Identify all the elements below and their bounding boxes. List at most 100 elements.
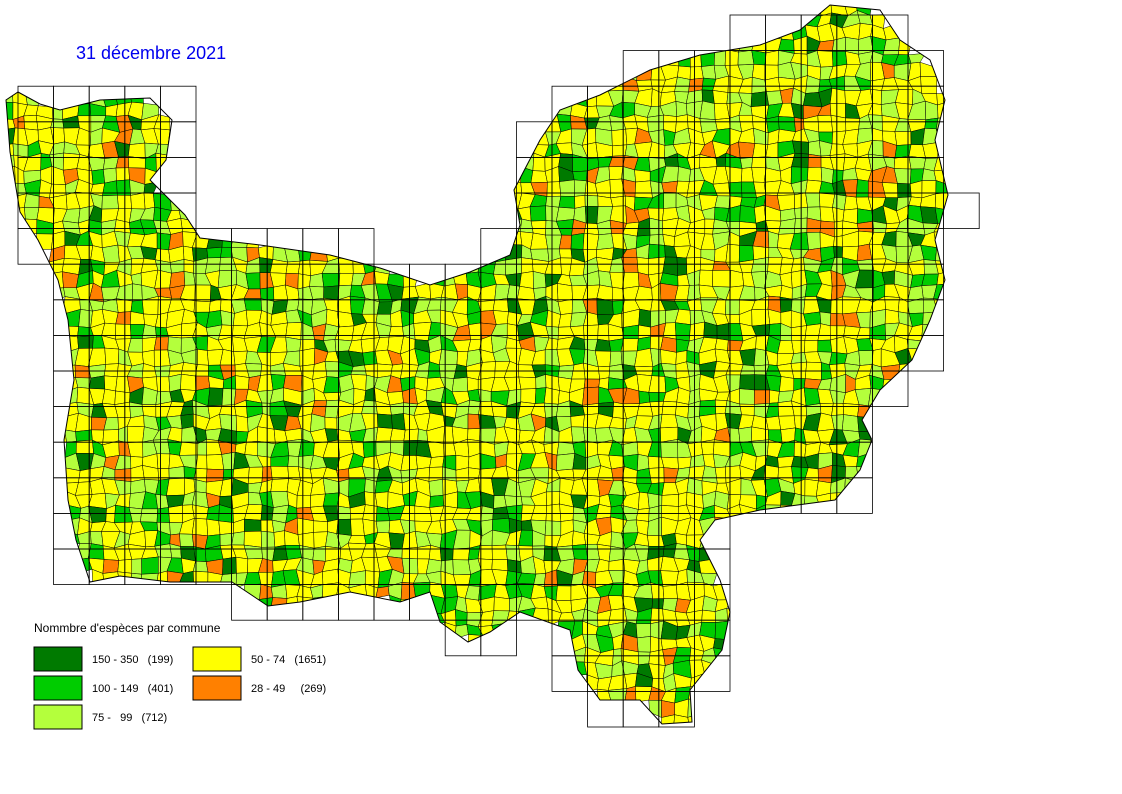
commune — [235, 375, 250, 390]
commune — [919, 61, 938, 77]
commune — [25, 218, 38, 235]
commune — [751, 50, 767, 66]
commune — [104, 347, 120, 365]
commune — [491, 622, 511, 640]
commune — [701, 609, 717, 623]
commune — [637, 651, 651, 666]
commune — [894, 131, 912, 146]
commune — [270, 455, 290, 467]
commune — [724, 49, 739, 66]
commune — [456, 351, 469, 367]
commune — [114, 468, 132, 482]
commune — [768, 231, 779, 248]
commune — [130, 465, 145, 482]
commune — [678, 491, 688, 507]
commune — [556, 283, 573, 303]
commune — [779, 376, 795, 392]
commune — [712, 270, 731, 288]
commune — [870, 439, 887, 458]
commune — [594, 338, 612, 352]
commune — [737, 50, 755, 66]
commune — [843, 195, 858, 211]
commune — [116, 298, 133, 313]
commune — [87, 543, 105, 560]
commune — [820, 166, 834, 184]
commune — [584, 195, 599, 207]
commune — [858, 350, 874, 366]
commune — [558, 195, 576, 209]
commune — [466, 377, 479, 392]
commune — [609, 350, 623, 367]
commune — [751, 167, 767, 183]
commune — [841, 414, 860, 432]
commune — [880, 364, 901, 381]
grid-square — [907, 334, 944, 372]
commune — [842, 403, 860, 417]
commune — [842, 454, 859, 468]
commune — [698, 269, 714, 287]
commune — [805, 192, 821, 208]
commune — [417, 428, 428, 442]
legend-label: 150 - 350 (199) — [92, 654, 173, 666]
commune — [91, 169, 106, 185]
commune — [808, 140, 822, 157]
commune — [609, 271, 625, 289]
commune — [179, 533, 194, 547]
commune — [429, 494, 445, 508]
commune — [219, 572, 237, 589]
commune — [833, 235, 844, 248]
commune — [467, 413, 481, 430]
commune — [764, 50, 779, 66]
commune — [545, 195, 562, 208]
commune — [558, 234, 572, 250]
commune — [156, 570, 169, 588]
commune — [62, 309, 81, 327]
commune — [206, 468, 225, 483]
commune — [543, 402, 559, 419]
commune — [765, 415, 782, 431]
commune — [738, 426, 753, 443]
commune — [168, 504, 183, 523]
commune — [660, 714, 675, 724]
commune — [556, 207, 576, 222]
commune — [388, 532, 405, 549]
commune — [804, 340, 819, 353]
commune — [428, 478, 444, 497]
commune — [270, 478, 289, 492]
commune — [244, 518, 262, 532]
commune — [830, 114, 847, 133]
commune — [375, 520, 391, 534]
commune — [676, 256, 688, 276]
commune — [675, 101, 688, 117]
commune — [634, 348, 654, 368]
commune — [751, 257, 769, 273]
commune — [714, 466, 727, 484]
commune — [725, 243, 740, 263]
commune — [920, 206, 939, 225]
commune — [674, 322, 691, 342]
commune — [518, 376, 537, 390]
commune — [260, 530, 276, 548]
commune — [895, 88, 914, 105]
commune — [246, 233, 261, 249]
commune — [477, 545, 493, 560]
commune — [829, 351, 848, 366]
commune — [662, 234, 675, 247]
commune — [270, 584, 288, 599]
commune — [725, 299, 740, 315]
commune — [648, 467, 665, 484]
commune — [570, 426, 586, 444]
commune — [570, 414, 585, 428]
commune — [583, 324, 599, 340]
commune — [75, 377, 92, 389]
commune — [546, 181, 562, 197]
commune — [582, 403, 599, 416]
legend-swatch — [33, 646, 83, 672]
commune — [530, 114, 549, 133]
commune — [607, 75, 624, 92]
commune — [660, 349, 677, 365]
commune — [921, 273, 939, 287]
commune — [818, 192, 836, 208]
commune — [637, 454, 650, 471]
commune — [739, 403, 755, 416]
